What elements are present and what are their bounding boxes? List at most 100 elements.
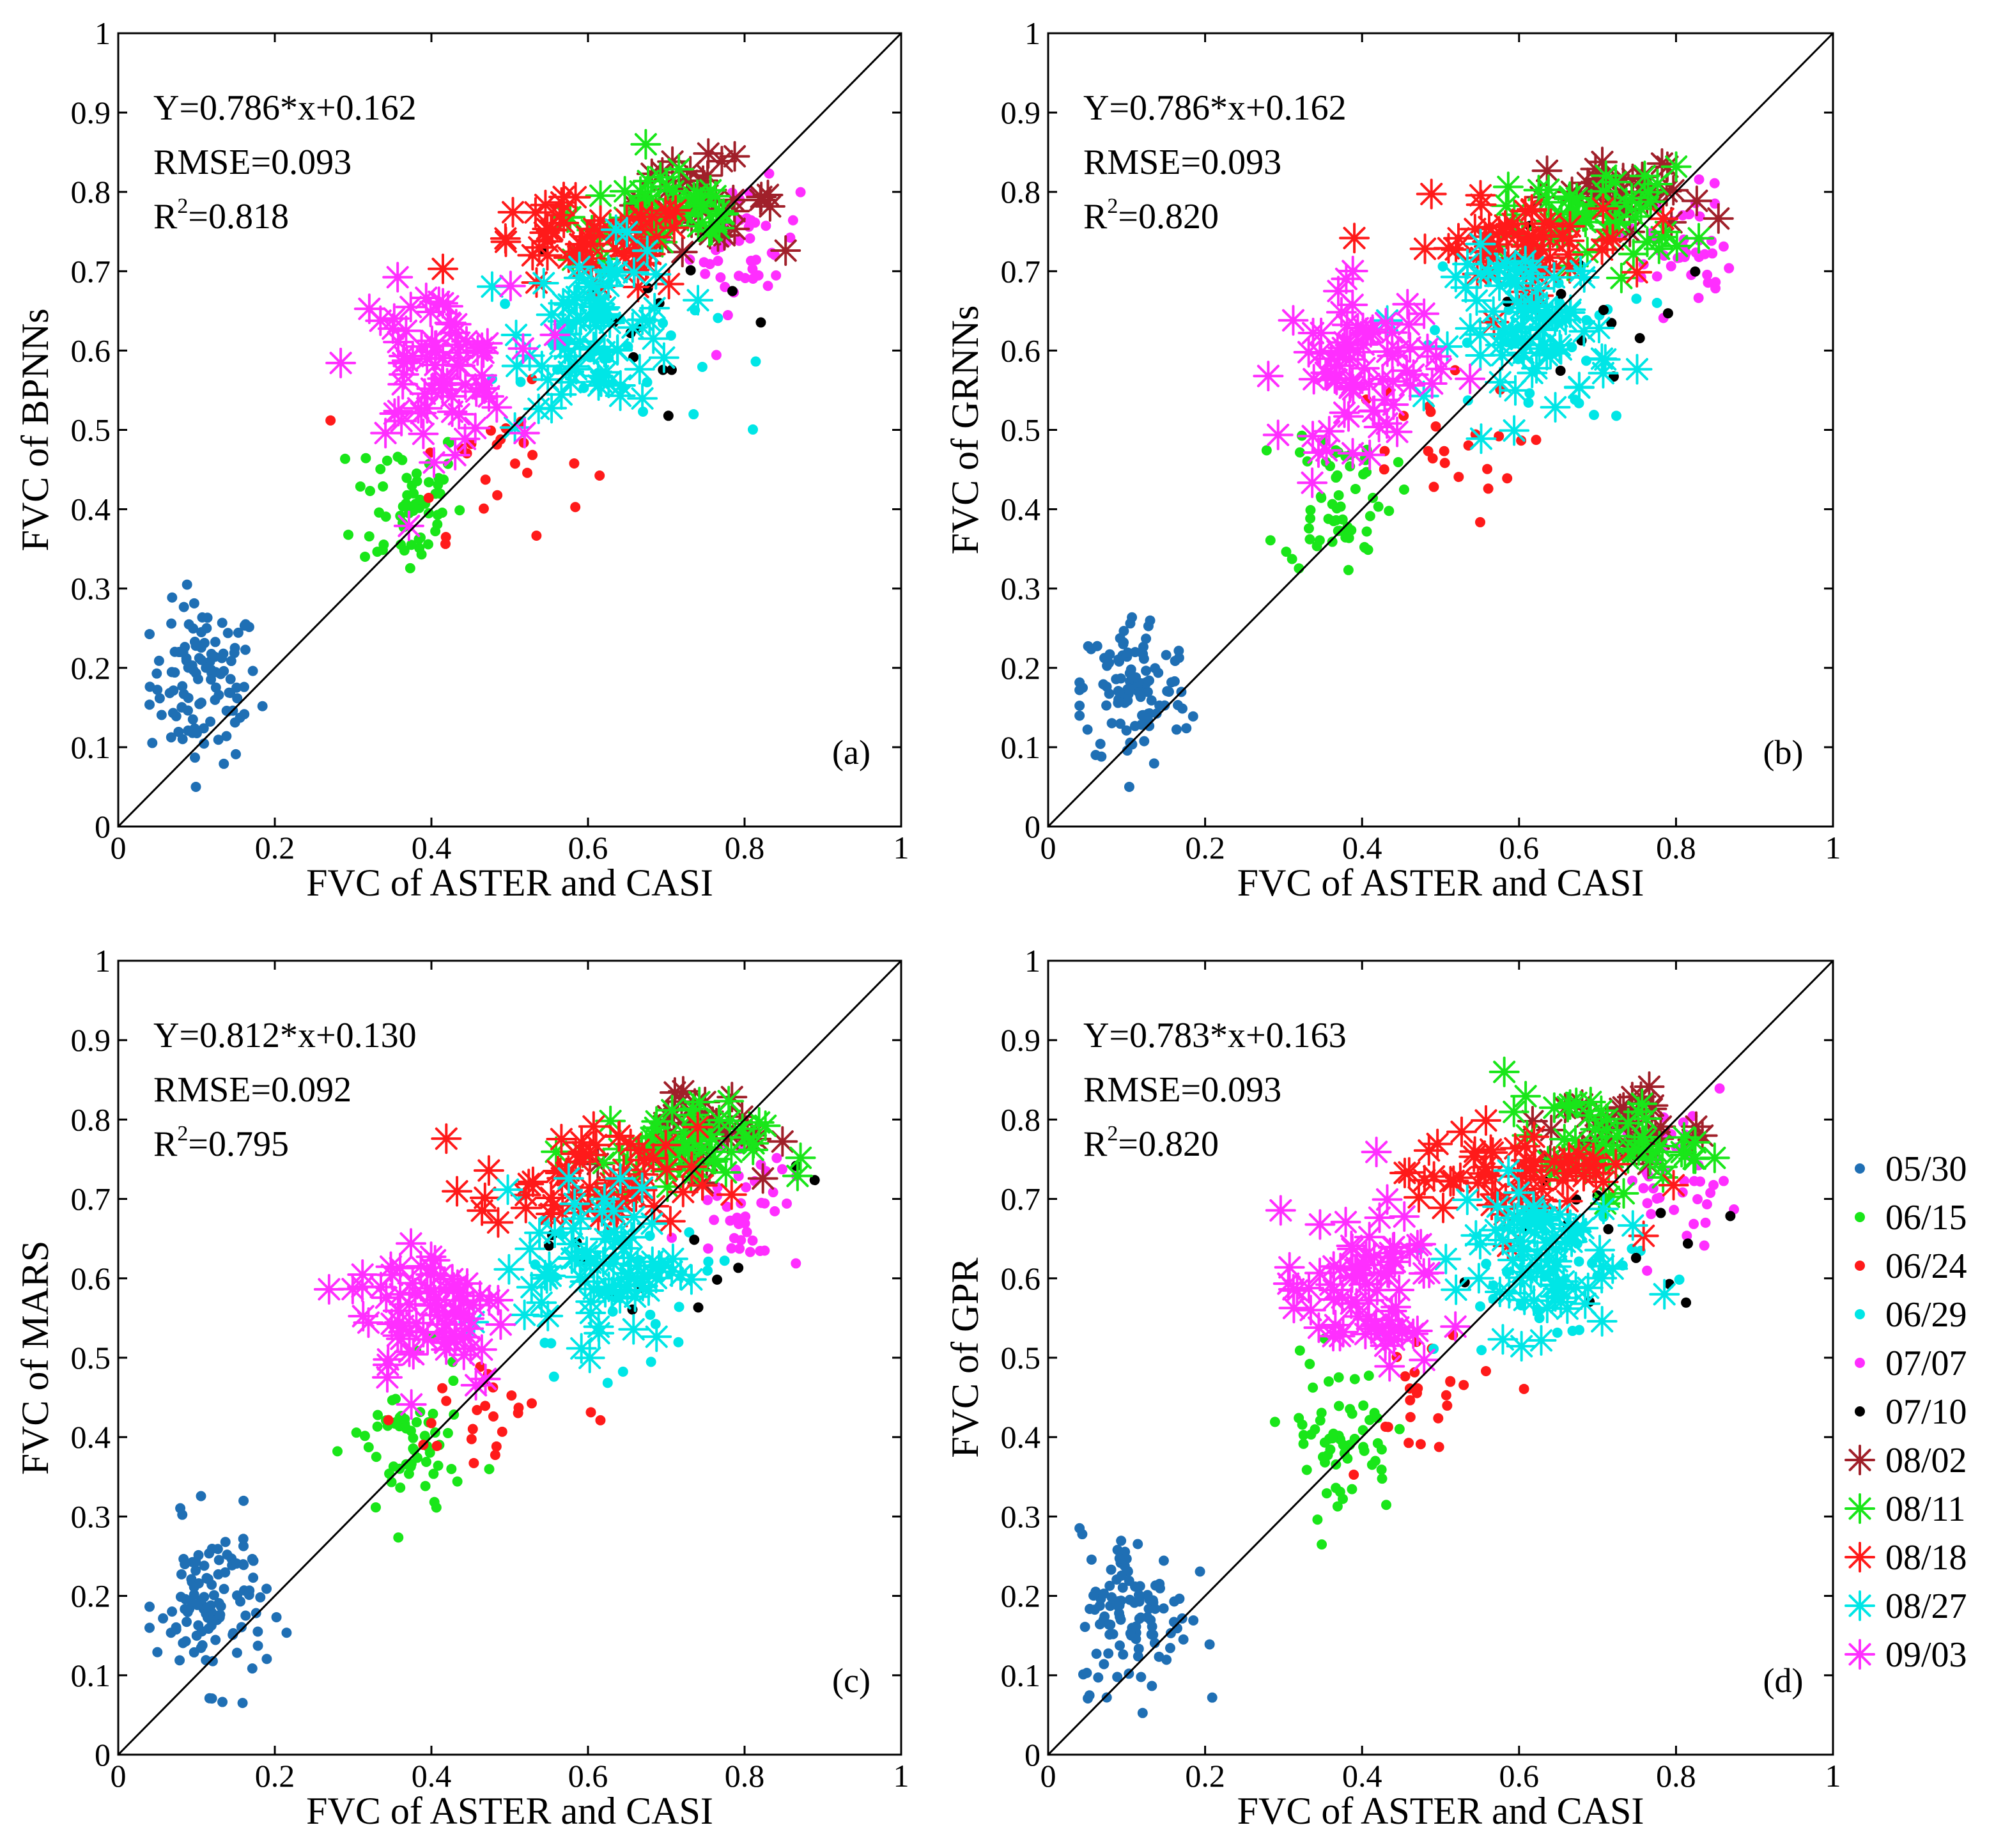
data-point-09-03 xyxy=(483,1285,514,1316)
data-point-08-11 xyxy=(782,1160,813,1192)
data-point-05-30 xyxy=(167,592,178,603)
data-point-06-24 xyxy=(513,1402,524,1413)
data-point-06-15 xyxy=(370,1502,381,1513)
data-point-09-03 xyxy=(1374,1351,1405,1382)
data-point-05-30 xyxy=(1139,736,1150,747)
data-point-05-30 xyxy=(261,1583,272,1594)
data-point-07-07 xyxy=(739,273,750,284)
data-point-06-15 xyxy=(1377,1473,1388,1484)
data-point-09-03 xyxy=(422,1300,453,1331)
data-point-06-24 xyxy=(1404,1438,1414,1448)
data-point-06-24 xyxy=(1349,1470,1359,1480)
data-point-08-18 xyxy=(650,1130,681,1161)
data-point-09-03 xyxy=(395,291,426,323)
data-point-09-03 xyxy=(372,1349,403,1381)
x-axis-label: FVC of ASTER and CASI xyxy=(1237,862,1644,904)
data-point-05-30 xyxy=(1133,1643,1144,1654)
data-point-09-03 xyxy=(1330,1206,1361,1238)
data-point-07-07 xyxy=(700,268,711,279)
legend-label: 08/27 xyxy=(1885,1587,1967,1626)
data-point-06-24 xyxy=(423,492,434,503)
data-point-07-07 xyxy=(699,257,709,268)
data-point-07-07 xyxy=(768,1187,778,1198)
data-point-07-07 xyxy=(709,1215,720,1225)
data-point-05-30 xyxy=(168,685,179,696)
data-point-08-27 xyxy=(598,1195,630,1227)
data-point-06-15 xyxy=(393,1532,404,1543)
data-point-05-30 xyxy=(1127,612,1138,623)
data-point-06-15 xyxy=(1327,1433,1338,1444)
data-point-06-15 xyxy=(405,1425,416,1436)
data-point-08-27 xyxy=(1503,1177,1535,1208)
data-point-06-15 xyxy=(360,453,371,463)
data-point-08-27 xyxy=(1487,1324,1519,1355)
data-point-06-24 xyxy=(1439,446,1450,456)
y-tick-label: 0.5 xyxy=(71,412,111,448)
data-point-06-29 xyxy=(684,1227,695,1238)
y-tick-label: 0.8 xyxy=(71,1101,111,1137)
data-point-06-29 xyxy=(1430,325,1441,336)
data-point-06-15 xyxy=(1342,1453,1353,1464)
data-point-07-07 xyxy=(750,217,761,228)
data-point-07-07 xyxy=(764,168,775,179)
data-point-05-30 xyxy=(1074,677,1085,688)
data-point-06-24 xyxy=(491,1441,502,1452)
data-point-09-03 xyxy=(408,418,439,449)
legend-item-08-02: 08/02 xyxy=(1844,1441,1967,1480)
y-tick-label: 0.7 xyxy=(71,253,111,289)
data-point-06-29 xyxy=(617,1366,628,1377)
x-tick-label: 1 xyxy=(1825,1758,1841,1794)
data-point-08-11 xyxy=(677,1093,709,1124)
data-point-09-03 xyxy=(313,1273,344,1305)
data-point-07-07 xyxy=(1701,1199,1712,1210)
data-point-09-03 xyxy=(1272,1268,1304,1300)
data-point-09-03 xyxy=(462,335,493,366)
data-point-09-03 xyxy=(412,1324,444,1355)
y-tick-label: 1 xyxy=(1025,15,1040,51)
data-point-08-18 xyxy=(654,1206,686,1237)
data-point-08-27 xyxy=(1570,1288,1601,1319)
r2-label: R2=0.820 xyxy=(1083,1122,1219,1164)
y-axis-label: FVC of GPR xyxy=(944,1257,986,1457)
data-point-06-29 xyxy=(644,1231,655,1241)
data-point-06-15 xyxy=(371,1452,382,1463)
data-point-05-30 xyxy=(1122,695,1133,706)
data-point-07-07 xyxy=(741,1182,752,1193)
data-point-06-15 xyxy=(446,1464,457,1475)
data-point-06-15 xyxy=(1321,1488,1332,1499)
data-point-09-03 xyxy=(1392,288,1423,320)
data-point-08-27 xyxy=(1649,1278,1680,1310)
data-point-06-15 xyxy=(1287,554,1297,564)
data-point-08-27 xyxy=(564,251,595,283)
data-point-06-24 xyxy=(1428,481,1439,492)
data-point-07-10 xyxy=(689,1234,700,1245)
data-point-06-15 xyxy=(411,1417,422,1427)
data-point-08-11 xyxy=(785,1142,816,1174)
data-point-05-30 xyxy=(176,1569,187,1580)
y-tick-label: 0.9 xyxy=(71,95,111,130)
data-point-07-10 xyxy=(544,1240,555,1251)
data-point-06-29 xyxy=(750,356,761,367)
data-point-08-11 xyxy=(1574,1100,1605,1131)
data-point-06-24 xyxy=(506,1390,517,1401)
data-point-05-30 xyxy=(240,619,251,630)
data-point-08-18 xyxy=(1553,1142,1584,1173)
data-point-05-30 xyxy=(1131,1621,1141,1632)
data-point-07-07 xyxy=(1646,1209,1657,1220)
data-point-06-24 xyxy=(570,502,581,513)
data-point-08-18 xyxy=(469,1182,500,1213)
data-point-09-03 xyxy=(437,396,468,428)
data-point-08-27 xyxy=(571,1236,603,1268)
data-point-09-03 xyxy=(1440,1311,1471,1342)
data-point-05-30 xyxy=(1101,700,1112,711)
data-point-06-29 xyxy=(748,424,759,435)
data-point-09-03 xyxy=(1297,467,1328,499)
data-point-08-11 xyxy=(1630,1103,1662,1135)
data-point-06-29 xyxy=(673,1337,684,1347)
data-point-09-03 xyxy=(1329,397,1360,428)
data-point-05-30 xyxy=(1136,710,1147,721)
data-point-05-30 xyxy=(1124,1594,1135,1605)
data-point-05-30 xyxy=(1138,653,1149,664)
legend-marker-star xyxy=(1844,1639,1875,1670)
x-tick-label: 1 xyxy=(1825,830,1841,866)
